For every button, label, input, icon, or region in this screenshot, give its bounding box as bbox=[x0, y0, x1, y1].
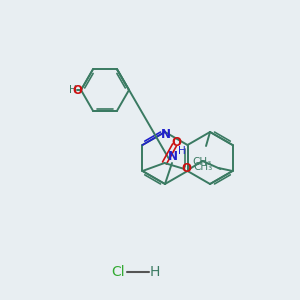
Text: H: H bbox=[150, 265, 160, 279]
Text: CH₃: CH₃ bbox=[193, 162, 212, 172]
Text: N: N bbox=[161, 128, 171, 140]
Text: O: O bbox=[182, 163, 191, 176]
Text: N: N bbox=[168, 149, 178, 163]
Text: H: H bbox=[178, 146, 186, 156]
Text: Cl: Cl bbox=[111, 265, 125, 279]
Text: O: O bbox=[172, 136, 182, 148]
Text: H: H bbox=[69, 85, 77, 95]
Text: CH₃: CH₃ bbox=[192, 157, 212, 167]
Text: O: O bbox=[72, 83, 82, 97]
